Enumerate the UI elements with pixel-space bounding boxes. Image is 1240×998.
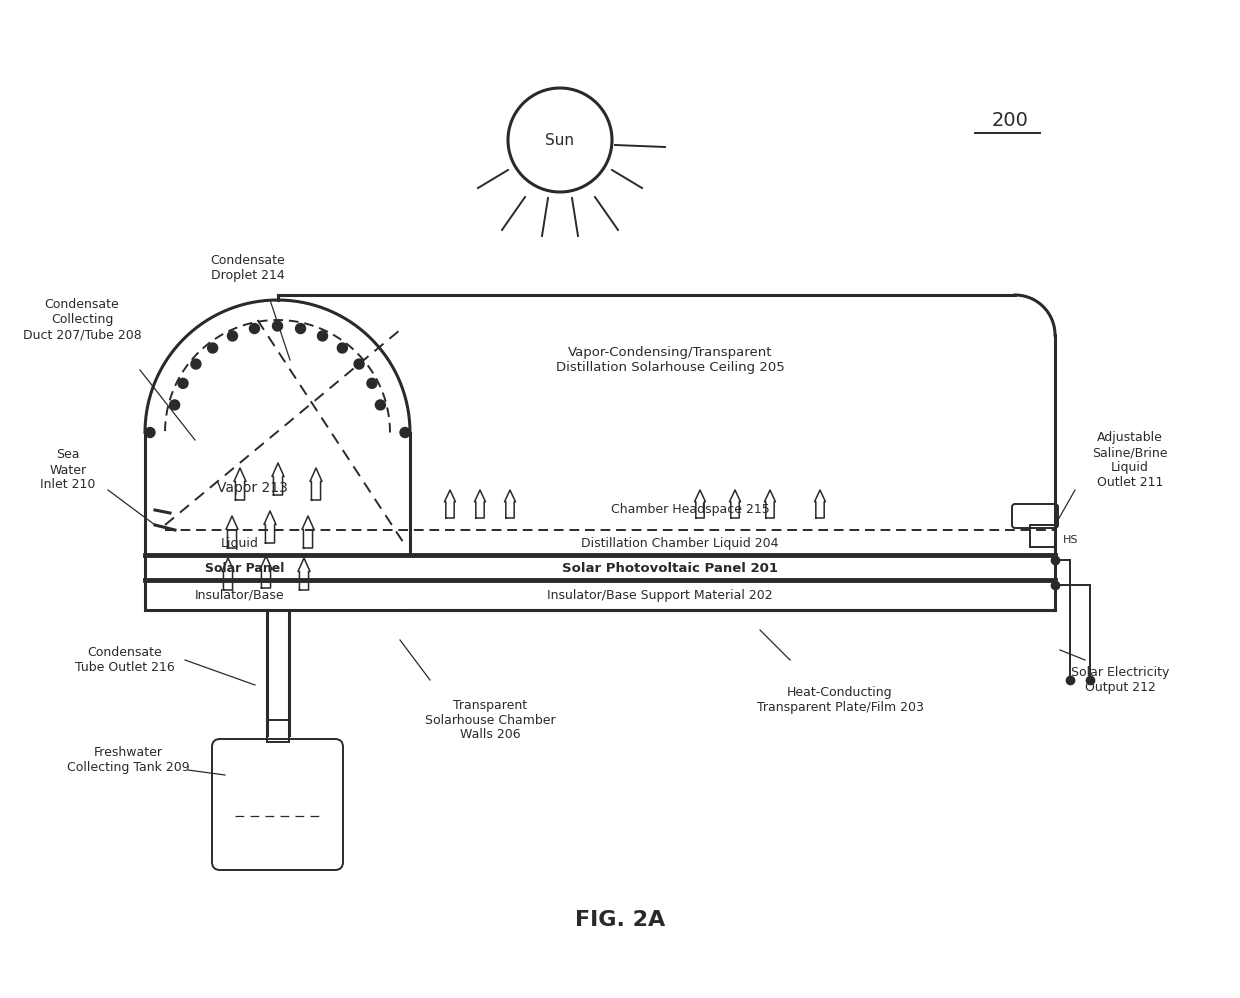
Text: 200: 200 [992,111,1028,130]
Text: Solar Photovoltaic Panel 201: Solar Photovoltaic Panel 201 [562,562,777,575]
Text: Sun: Sun [546,133,574,148]
Text: Solar Panel: Solar Panel [206,562,285,575]
Text: Condensate
Droplet 214: Condensate Droplet 214 [211,254,285,282]
Text: Vapor 213: Vapor 213 [217,481,288,495]
Text: Solar Electricity
Output 212: Solar Electricity Output 212 [1071,666,1169,694]
Text: Transparent
Solarhouse Chamber
Walls 206: Transparent Solarhouse Chamber Walls 206 [424,699,556,742]
Text: Adjustable
Saline/Brine
Liquid
Outlet 211: Adjustable Saline/Brine Liquid Outlet 21… [1092,431,1168,489]
Circle shape [355,359,365,369]
Text: Heat-Conducting
Transparent Plate/Film 203: Heat-Conducting Transparent Plate/Film 2… [756,686,924,714]
Circle shape [249,323,259,333]
Text: Condensate
Tube Outlet 216: Condensate Tube Outlet 216 [76,646,175,674]
Circle shape [337,343,347,353]
Circle shape [145,427,155,437]
Text: Condensate
Collecting
Duct 207/Tube 208: Condensate Collecting Duct 207/Tube 208 [22,298,141,341]
Circle shape [273,321,283,331]
Bar [1030,525,1055,547]
Circle shape [207,343,218,353]
Circle shape [317,331,327,341]
Text: HS: HS [1063,535,1079,545]
Text: Chamber Headspace 215: Chamber Headspace 215 [610,504,769,517]
Circle shape [179,378,188,388]
Text: Insulator/Base Support Material 202: Insulator/Base Support Material 202 [547,589,773,602]
Text: Freshwater
Collecting Tank 209: Freshwater Collecting Tank 209 [67,746,190,774]
Text: Sea
Water
Inlet 210: Sea Water Inlet 210 [41,448,95,491]
Bar [267,720,289,742]
Circle shape [191,359,201,369]
Text: FIG. 2A: FIG. 2A [575,910,665,930]
Text: Insulator/Base: Insulator/Base [195,589,285,602]
Text: Distillation Chamber Liquid 204: Distillation Chamber Liquid 204 [582,537,779,550]
Circle shape [170,400,180,410]
Text: Vapor-Condensing/Transparent
Distillation Solarhouse Ceiling 205: Vapor-Condensing/Transparent Distillatio… [556,346,785,374]
Circle shape [401,427,410,437]
Text: Liquid: Liquid [221,537,259,550]
Circle shape [227,331,238,341]
Circle shape [367,378,377,388]
Circle shape [376,400,386,410]
Circle shape [295,323,305,333]
